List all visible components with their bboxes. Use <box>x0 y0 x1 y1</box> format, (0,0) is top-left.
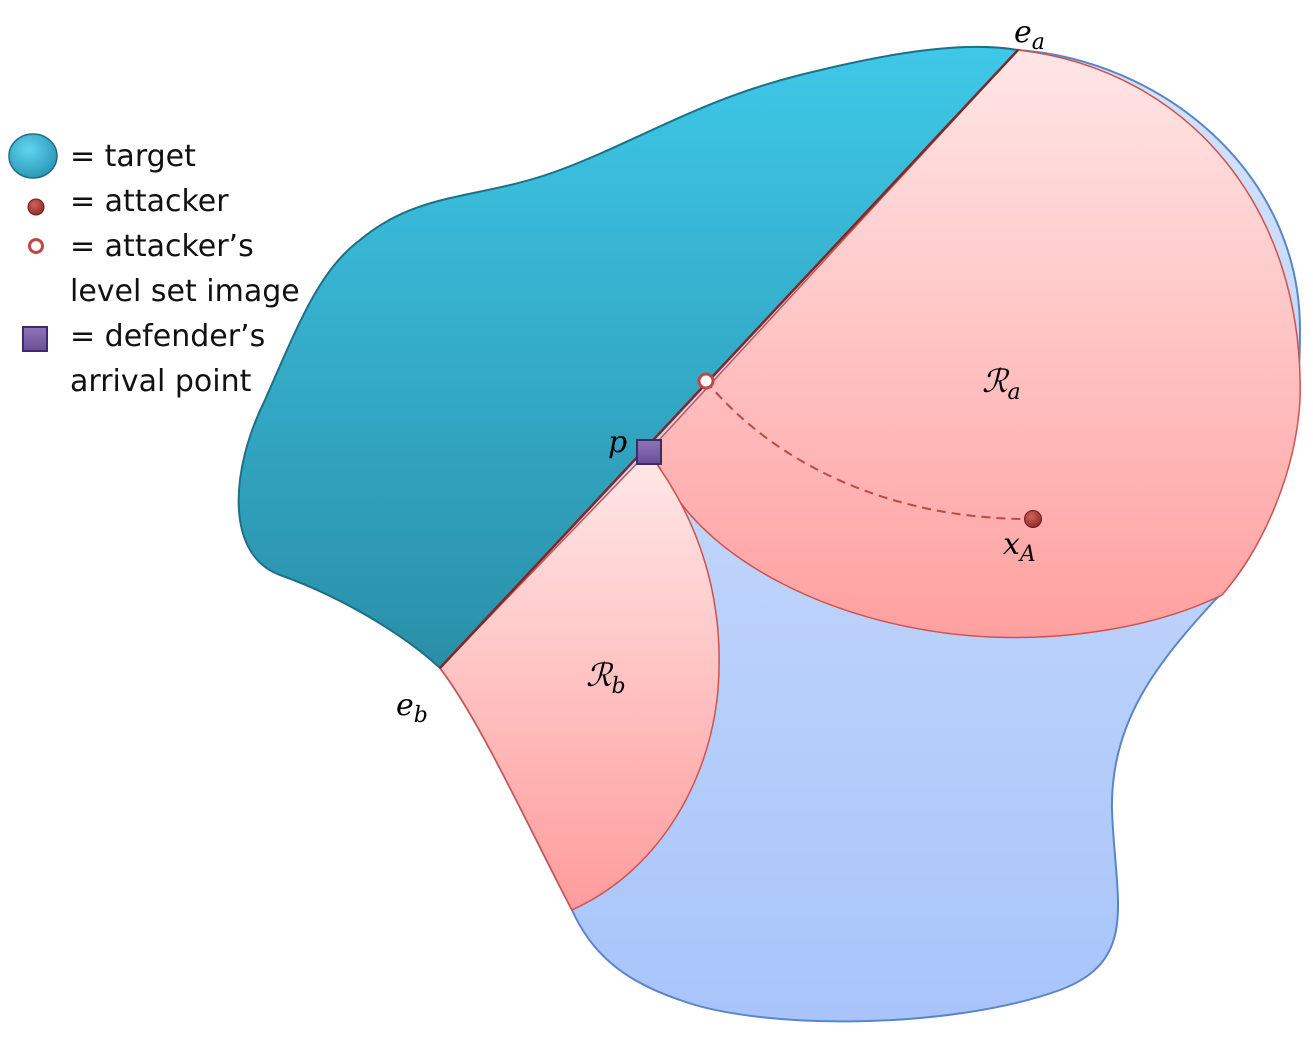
legend-defender-line1: = defender’s <box>70 319 265 354</box>
label-x-a-main: x <box>1003 527 1020 562</box>
label-x-a: xA <box>1003 527 1036 567</box>
defender-legend-icon <box>22 326 48 352</box>
legend-target-label: = target <box>70 139 196 174</box>
label-p: p <box>608 425 627 460</box>
level-set-legend-icon <box>28 238 44 254</box>
defender-arrival-point <box>636 439 662 465</box>
label-e-a-main: e <box>1014 15 1032 50</box>
label-r-a: ℛa <box>982 362 1021 405</box>
legend-level-set-line1: = attacker’s <box>70 229 254 264</box>
label-e-b-main: e <box>396 688 414 723</box>
level-set-image-point <box>697 372 715 390</box>
label-e-b: eb <box>396 688 428 728</box>
region-r-a <box>647 49 1301 639</box>
target-region <box>237 45 1020 670</box>
attacker-point <box>1024 510 1042 528</box>
label-e-a: ea <box>1014 15 1045 55</box>
label-r-a-sub: a <box>1008 380 1021 405</box>
label-e-b-sub: b <box>414 703 428 728</box>
label-x-a-sub: A <box>1018 542 1036 567</box>
label-r-b-main: ℛ <box>586 656 614 694</box>
region-r-b <box>439 450 720 911</box>
legend-defender-line2: arrival point <box>70 364 252 399</box>
legend-level-set-line2: level set image <box>70 274 300 309</box>
label-r-b: ℛb <box>586 656 626 699</box>
legend-attacker-label: = attacker <box>70 184 229 219</box>
legend: = target = attacker = attacker’s level s… <box>8 133 300 399</box>
label-r-a-main: ℛ <box>982 362 1010 400</box>
target-legend-icon <box>8 133 58 179</box>
attacker-legend-icon <box>27 198 45 216</box>
label-e-a-sub: a <box>1032 30 1045 55</box>
boundary-line <box>439 49 1019 669</box>
label-r-b-sub: b <box>612 674 626 699</box>
attacker-path <box>705 380 1034 521</box>
